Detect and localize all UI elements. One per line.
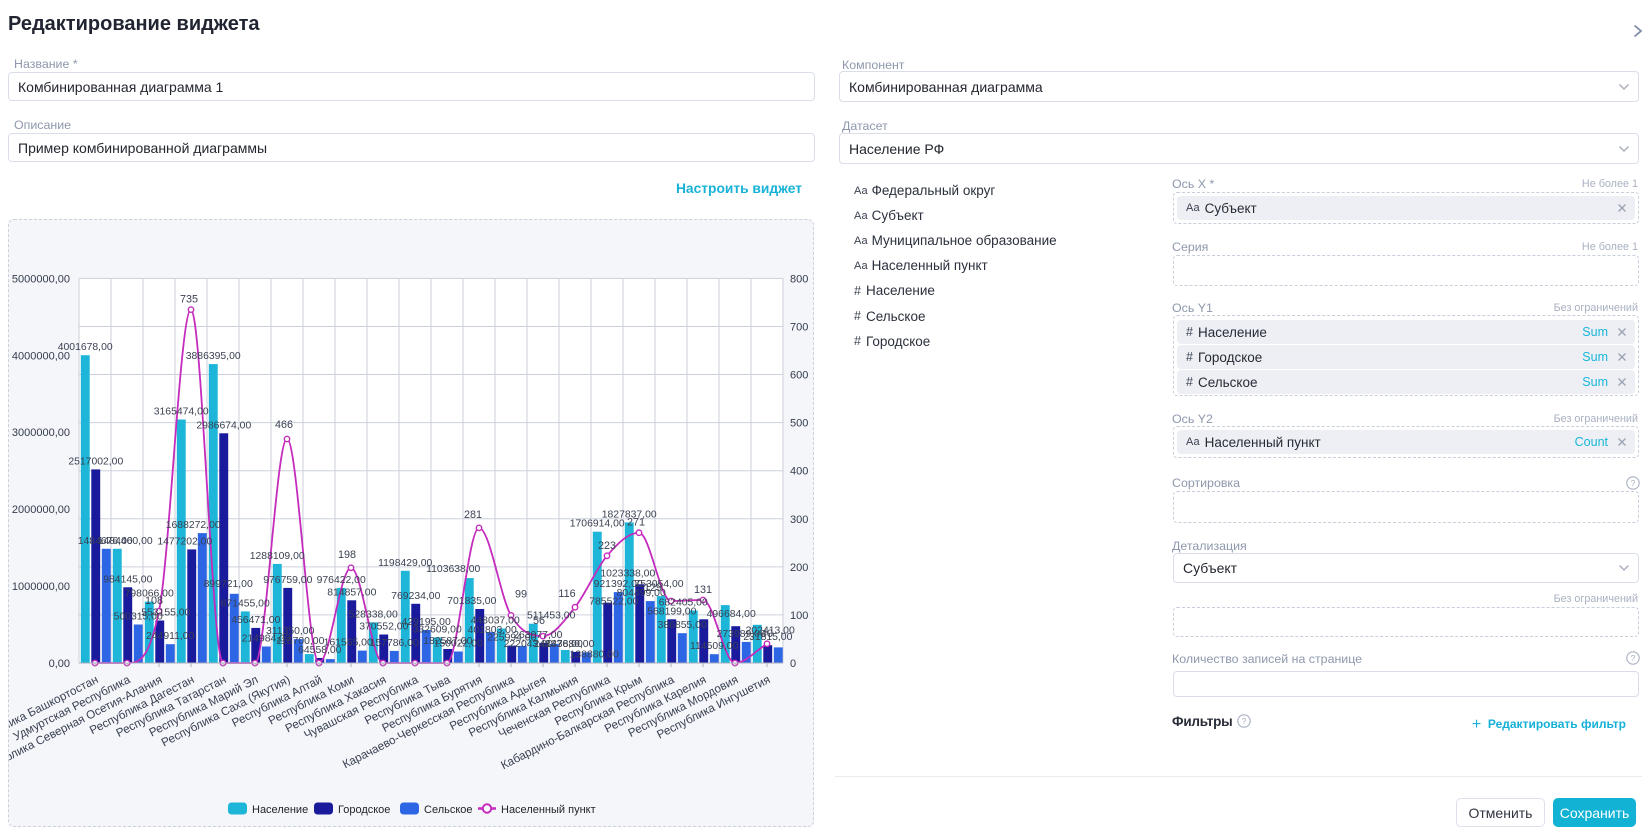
- svg-text:56: 56: [533, 615, 545, 627]
- svg-text:500315,00: 500315,00: [114, 612, 163, 623]
- svg-text:700: 700: [790, 322, 808, 334]
- svg-text:1000000,00: 1000000,00: [12, 581, 70, 593]
- svg-text:553155,00: 553155,00: [141, 608, 190, 619]
- svg-text:Городское: Городское: [338, 804, 390, 816]
- svg-text:511453,00: 511453,00: [527, 611, 576, 622]
- svg-text:Населенный пункт: Населенный пункт: [501, 804, 596, 816]
- svg-text:3886395,00: 3886395,00: [186, 351, 241, 362]
- svg-text:223: 223: [598, 540, 616, 552]
- svg-text:311350,00: 311350,00: [266, 626, 315, 637]
- svg-text:2000000,00: 2000000,00: [12, 504, 70, 516]
- svg-text:116: 116: [558, 588, 575, 600]
- svg-text:114509,00: 114509,00: [690, 641, 739, 652]
- svg-text:100: 100: [790, 610, 808, 622]
- svg-text:161565,00: 161565,00: [324, 638, 373, 649]
- svg-text:921392,00: 921392,00: [594, 579, 643, 590]
- svg-text:214984,00: 214984,00: [242, 634, 291, 645]
- svg-text:1103638,00: 1103638,00: [426, 564, 480, 575]
- svg-text:528338,00: 528338,00: [349, 609, 398, 620]
- svg-text:150022,00: 150022,00: [434, 639, 483, 650]
- svg-text:1688272,00: 1688272,00: [166, 520, 221, 531]
- svg-text:225994,00: 225994,00: [487, 633, 536, 644]
- svg-text:108: 108: [145, 595, 163, 607]
- svg-text:429195,00: 429195,00: [402, 617, 451, 628]
- svg-text:976422,00: 976422,00: [317, 575, 366, 586]
- svg-text:984145,00: 984145,00: [103, 574, 152, 585]
- svg-text:202413,00: 202413,00: [746, 625, 795, 636]
- svg-text:1484460,00: 1484460,00: [98, 536, 153, 547]
- svg-text:769234,00: 769234,00: [391, 591, 440, 602]
- svg-text:138880,00: 138880,00: [570, 649, 619, 660]
- svg-text:671455,00: 671455,00: [221, 598, 270, 609]
- svg-text:263077,00: 263077,00: [513, 630, 562, 641]
- svg-text:300: 300: [790, 514, 808, 526]
- svg-text:701835,00: 701835,00: [447, 596, 496, 607]
- svg-text:785522,00: 785522,00: [589, 597, 638, 608]
- svg-text:244911,00: 244911,00: [146, 631, 195, 642]
- svg-text:157786,00: 157786,00: [370, 638, 419, 649]
- svg-text:386855,00: 386855,00: [658, 620, 707, 631]
- svg-text:1477202,00: 1477202,00: [157, 536, 212, 547]
- svg-text:568199,00: 568199,00: [647, 606, 696, 617]
- svg-text:40: 40: [761, 628, 773, 640]
- svg-text:231815,00: 231815,00: [743, 632, 792, 643]
- svg-text:753054,00: 753054,00: [634, 579, 683, 590]
- svg-text:4000000,00: 4000000,00: [12, 350, 70, 362]
- svg-text:99: 99: [515, 588, 527, 600]
- svg-text:4001678,00: 4001678,00: [58, 342, 113, 353]
- svg-text:143880,00: 143880,00: [545, 639, 594, 650]
- svg-text:496684,00: 496684,00: [707, 609, 756, 620]
- svg-text:131: 131: [694, 584, 712, 596]
- svg-text:400: 400: [790, 466, 808, 478]
- svg-text:800: 800: [790, 273, 808, 285]
- svg-text:2986674,00: 2986674,00: [196, 420, 251, 431]
- svg-text:456471,00: 456471,00: [231, 615, 280, 626]
- svg-text:466: 466: [275, 419, 293, 431]
- svg-text:814857,00: 814857,00: [327, 587, 376, 598]
- svg-text:200: 200: [790, 562, 808, 574]
- svg-text:332609,00: 332609,00: [413, 624, 462, 635]
- svg-text:Сельское: Сельское: [424, 804, 473, 816]
- svg-text:3000000,00: 3000000,00: [12, 427, 70, 439]
- svg-text:1198429,00: 1198429,00: [378, 558, 432, 569]
- svg-text:401803,00: 401803,00: [468, 625, 517, 636]
- svg-text:1827837,00: 1827837,00: [602, 509, 657, 520]
- svg-text:1706914,00: 1706914,00: [570, 519, 625, 530]
- svg-text:735: 735: [180, 294, 198, 306]
- svg-text:798066,00: 798066,00: [125, 589, 174, 600]
- svg-text:?: ?: [1631, 478, 1636, 488]
- svg-text:182587,00: 182587,00: [423, 636, 472, 647]
- svg-text:448037,00: 448037,00: [471, 616, 520, 627]
- svg-text:129: 129: [644, 582, 662, 594]
- svg-text:976759,00: 976759,00: [263, 575, 312, 586]
- svg-text:?: ?: [1631, 653, 1636, 663]
- svg-text:600: 600: [790, 370, 808, 382]
- svg-text:899721,00: 899721,00: [204, 579, 253, 590]
- svg-text:1288109,00: 1288109,00: [250, 551, 305, 562]
- svg-text:198: 198: [338, 549, 356, 561]
- svg-text:273989,00: 273989,00: [717, 629, 766, 640]
- svg-text:2517002,00: 2517002,00: [68, 456, 123, 467]
- svg-text:248376,00: 248376,00: [534, 639, 583, 650]
- svg-text:1023338,00: 1023338,00: [600, 568, 655, 579]
- svg-text:370552,00: 370552,00: [359, 622, 408, 633]
- svg-text:682405,00: 682405,00: [659, 598, 708, 609]
- svg-text:?: ?: [1242, 716, 1247, 726]
- svg-text:115700,00: 115700,00: [276, 636, 325, 647]
- svg-text:0: 0: [790, 658, 796, 670]
- svg-text:804499,00: 804499,00: [617, 588, 666, 599]
- svg-text:1484676,00: 1484676,00: [78, 536, 133, 547]
- svg-text:500: 500: [790, 418, 808, 430]
- svg-text:3165474,00: 3165474,00: [154, 407, 209, 418]
- svg-text:64558,00: 64558,00: [298, 645, 342, 656]
- svg-text:0,00: 0,00: [49, 658, 70, 670]
- svg-text:Население: Население: [252, 804, 308, 816]
- svg-text:222043,00: 222043,00: [504, 639, 553, 650]
- svg-text:271: 271: [627, 517, 645, 529]
- svg-text:281: 281: [464, 509, 482, 521]
- svg-text:5000000,00: 5000000,00: [12, 273, 70, 285]
